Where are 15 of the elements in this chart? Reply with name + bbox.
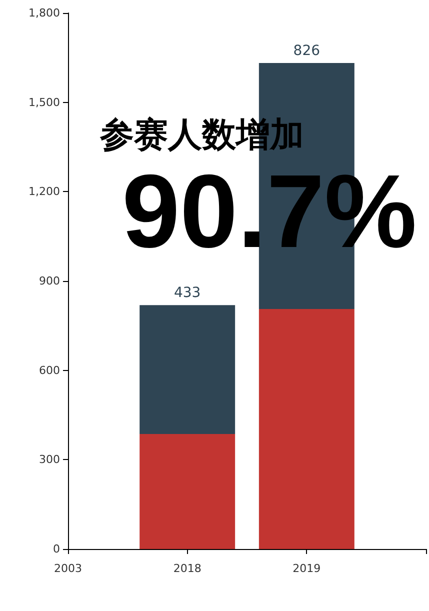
data-label: 433	[174, 285, 201, 302]
bar	[258, 308, 354, 549]
y-tick-label: 1,800	[28, 6, 60, 20]
bar	[140, 434, 236, 549]
y-tick-label: 0	[53, 542, 60, 556]
x-tick-label: 2003	[54, 562, 82, 575]
y-tick-label: 300	[39, 453, 60, 466]
y-tick-label: 900	[39, 274, 60, 288]
data-label: 826	[293, 43, 320, 60]
y-tick-label: 600	[39, 364, 60, 377]
bar	[140, 305, 236, 434]
x-tick-label: 2019	[292, 562, 321, 575]
y-tick-label: 1,500	[28, 96, 60, 109]
x-tick-label: 2018	[173, 562, 202, 575]
y-tick-label: 1,200	[28, 185, 60, 198]
